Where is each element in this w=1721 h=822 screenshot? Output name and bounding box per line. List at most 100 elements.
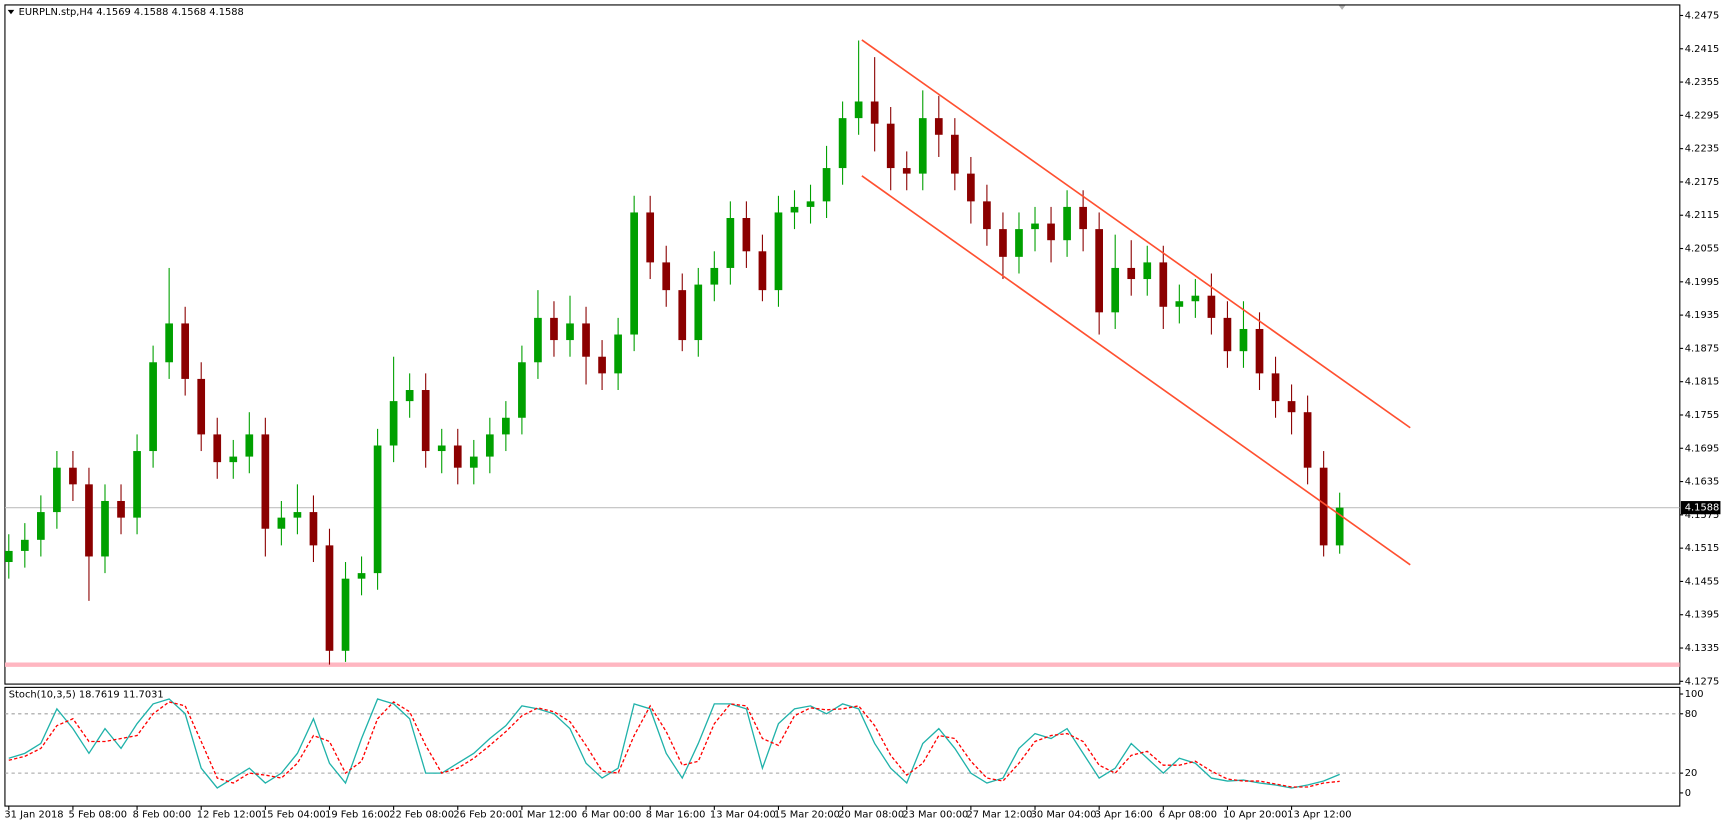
candle-body <box>918 118 927 174</box>
candle-body <box>309 512 318 546</box>
candle-body <box>983 201 991 230</box>
stoch-title: Stoch(10,3,5) 18.7619 11.7031 <box>9 690 164 701</box>
candle-body <box>1063 206 1071 241</box>
candle-body <box>1015 229 1023 257</box>
y-tick-label: 4.2415 <box>1685 44 1720 55</box>
candle-body <box>229 456 238 463</box>
y-tick-label: 4.2115 <box>1685 210 1720 221</box>
candle-body <box>421 390 430 452</box>
candle-body <box>950 134 959 174</box>
candle-body <box>646 212 655 263</box>
stoch-line <box>8 701 1340 788</box>
candle-body <box>1143 262 1152 280</box>
pane-content <box>4 698 1680 789</box>
x-tick-label: 15 Mar 20:00 <box>774 809 840 820</box>
candle-body <box>1095 229 1103 313</box>
x-tick-label: 8 Feb 00:00 <box>133 809 191 820</box>
candle-body <box>101 500 109 557</box>
candle-body <box>165 323 173 363</box>
candle-body <box>774 212 783 291</box>
candle-body <box>133 451 141 518</box>
y-tick-label: 4.2295 <box>1685 110 1720 121</box>
menu-arrow <box>7 9 15 15</box>
candle-body <box>453 445 462 468</box>
candle-body <box>838 118 847 169</box>
candle-body <box>1175 301 1184 307</box>
y-tick-label: 80 <box>1685 709 1698 720</box>
candle-body <box>662 262 671 291</box>
y-tick-label: 4.1635 <box>1685 477 1720 488</box>
stoch-name: Stoch(10,3,5) <box>9 690 76 701</box>
x-tick-label: 30 Mar 04:00 <box>1031 809 1097 820</box>
candle-body <box>1319 467 1328 546</box>
candle-body <box>870 101 879 124</box>
symbol-name: EURPLN.stp,H4 <box>19 7 93 18</box>
candle-body <box>694 284 703 341</box>
candle-body <box>1031 223 1039 230</box>
candle-body <box>1303 412 1312 468</box>
y-tick-label: 4.2055 <box>1685 244 1720 255</box>
candle-body <box>967 173 975 202</box>
current-price-label: 4.1588 <box>1685 503 1720 514</box>
x-tick-label: 6 Apr 08:00 <box>1159 809 1217 820</box>
candle-body <box>886 123 895 169</box>
stoch-main-value: 18.7619 <box>79 690 120 701</box>
candle-body <box>854 101 863 119</box>
y-tick-label: 100 <box>1685 689 1704 700</box>
candle-body <box>550 317 558 341</box>
candle-body <box>1127 267 1136 280</box>
price-pane-frame <box>4 4 1681 685</box>
candle-body <box>518 362 526 418</box>
candle-body <box>4 550 13 563</box>
candle-body <box>630 212 638 335</box>
candle-body <box>69 467 77 485</box>
candle-body <box>806 201 815 207</box>
candle-body <box>1047 223 1055 241</box>
y-tick-label: 4.1695 <box>1685 443 1720 454</box>
x-tick-label: 19 Feb 16:00 <box>325 809 390 820</box>
candle-body <box>181 323 190 379</box>
candle-body <box>357 573 366 579</box>
x-tick-label: 15 Feb 04:00 <box>261 809 326 820</box>
x-tick-label: 26 Feb 20:00 <box>453 809 518 820</box>
candle-body <box>678 290 687 341</box>
candle-body <box>1287 401 1296 413</box>
candle-body <box>293 512 302 518</box>
x-tick-label: 3 Apr 16:00 <box>1095 809 1153 820</box>
x-tick-label: 6 Mar 00:00 <box>582 809 642 820</box>
candle-body <box>999 229 1007 257</box>
y-tick-label: 4.1995 <box>1685 277 1720 288</box>
x-tick-label: 1 Mar 12:00 <box>518 809 578 820</box>
candle-body <box>469 456 478 468</box>
candle-body <box>534 317 542 363</box>
x-tick-label: 12 Feb 12:00 <box>197 809 262 820</box>
candle-body <box>261 434 270 529</box>
candle-body <box>405 390 414 402</box>
y-tick-label: 4.1275 <box>1685 676 1720 687</box>
x-tick-label: 13 Mar 04:00 <box>710 809 776 820</box>
candle-body <box>614 334 622 374</box>
candle-body <box>566 323 574 341</box>
x-tick-label: 8 Mar 16:00 <box>646 809 706 820</box>
x-tick-label: 27 Mar 12:00 <box>966 809 1032 820</box>
y-tick-label: 4.1875 <box>1685 343 1720 354</box>
candle-body <box>822 168 831 202</box>
candle-body <box>213 434 222 463</box>
candle-body <box>1191 295 1200 302</box>
candle-body <box>37 512 45 540</box>
candle-body <box>902 168 911 174</box>
candle-body <box>197 378 206 435</box>
candle-body <box>1159 262 1168 307</box>
candle-body <box>934 118 943 135</box>
trendline <box>861 175 1411 566</box>
x-tick-label: 23 Mar 00:00 <box>902 809 968 820</box>
candle-body <box>1079 206 1087 230</box>
y-tick-label: 4.1335 <box>1685 643 1720 654</box>
y-tick-label: 4.2475 <box>1685 10 1720 21</box>
candle-body <box>1111 267 1120 313</box>
candle-body <box>1223 317 1232 352</box>
y-tick-label: 4.1575 <box>1685 510 1720 521</box>
y-tick-label: 4.1935 <box>1685 310 1720 321</box>
